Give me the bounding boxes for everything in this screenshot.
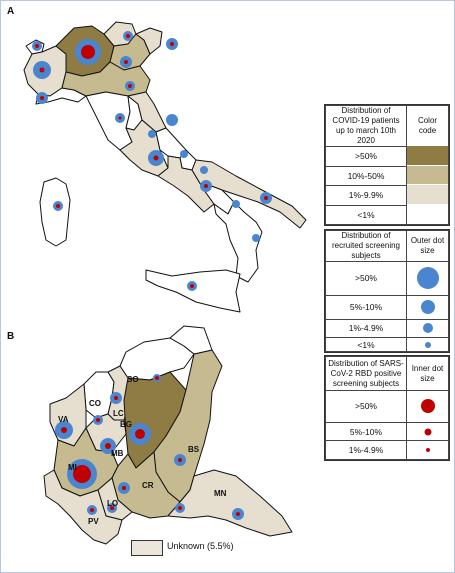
outer-dot-l <box>420 300 435 315</box>
outer-dot-m <box>422 323 433 334</box>
inner-dot <box>190 284 194 288</box>
province-label: MB <box>111 449 124 458</box>
legend-row-label: 5%-10% <box>325 294 407 320</box>
legend-outer-title: Distribution of recruited screening subj… <box>325 230 407 262</box>
inner-dot <box>40 96 44 100</box>
swatch-under1 <box>407 204 448 223</box>
inner-dot <box>170 42 174 46</box>
outer-dot <box>166 114 178 126</box>
inner-dot <box>204 184 208 188</box>
legend-row-label: >50% <box>325 146 407 167</box>
inner-dot <box>126 34 130 38</box>
inner-dot <box>178 506 182 510</box>
inner-dot <box>90 508 94 512</box>
inner-dot <box>96 418 100 422</box>
legend-row-label: 1%-4.9% <box>325 440 407 460</box>
inner-dot-s <box>425 448 430 453</box>
legend-patients-col-header: Color code <box>406 105 449 147</box>
province-label: CR <box>142 481 154 490</box>
inner-dot <box>56 204 60 208</box>
unknown-legend: Unknown (5.5%) <box>131 539 241 556</box>
legend-row-label: <1% <box>325 204 407 225</box>
province-label: LC <box>113 409 124 418</box>
legend-outer-dots: Distribution of recruited screening subj… <box>324 229 450 353</box>
inner-dot <box>264 196 268 200</box>
province-label: SO <box>127 375 139 384</box>
province-label: BG <box>120 420 132 429</box>
legend-row-label: 1%-4.9% <box>325 318 407 339</box>
outer-dot-xl <box>416 267 439 290</box>
italy-dots <box>32 31 272 291</box>
inner-dot <box>124 60 128 64</box>
outer-dot <box>232 200 240 208</box>
legend-row-label: 1%-9.9% <box>325 185 407 206</box>
region-sicilia <box>145 269 241 313</box>
region-sardegna <box>39 177 71 247</box>
inner-dot <box>178 458 182 462</box>
legend-row-label: 10%-50% <box>325 165 407 186</box>
province-label: MI <box>68 463 77 472</box>
inner-dot <box>114 396 118 400</box>
panel-a-label: A <box>7 6 15 17</box>
inner-dot-m <box>424 428 431 436</box>
inner-dot <box>122 486 126 490</box>
province-label: PV <box>88 517 99 526</box>
legend-patients-title: Distribution of COVID-19 patients up to … <box>325 105 407 147</box>
outer-dot <box>148 130 156 138</box>
lombardy-dots <box>55 374 244 520</box>
province-label: MN <box>214 489 227 498</box>
legend-outer-col-header: Outer dot size <box>406 230 449 262</box>
outer-dot <box>180 150 188 158</box>
swatch-10-50 <box>407 165 448 184</box>
inner-dot <box>110 506 114 510</box>
inner-dot <box>118 116 122 120</box>
legend-row-label: >50% <box>325 261 407 296</box>
legend-row-label: <1% <box>325 337 407 352</box>
unknown-swatch <box>131 540 163 556</box>
inner-dot <box>128 84 132 88</box>
panel-b-label: B <box>7 331 15 342</box>
outer-dot <box>200 166 208 174</box>
inner-dot <box>73 465 91 483</box>
province-label: VA <box>58 415 69 424</box>
inner-dot <box>153 155 159 161</box>
inner-dot <box>155 376 159 380</box>
unknown-label: Unknown (5.5%) <box>167 541 234 551</box>
inner-dot <box>236 512 240 516</box>
province-fringe <box>169 325 213 355</box>
legend-row-label: >50% <box>325 390 407 423</box>
region-toscana <box>85 91 133 151</box>
legend-inner-title: Distribution of SARS-CoV-2 RBD positive … <box>325 356 407 391</box>
outer-dot <box>252 234 260 242</box>
inner-dot <box>135 429 145 439</box>
swatch-over50 <box>407 146 448 165</box>
inner-dot <box>61 427 67 433</box>
inner-dot <box>81 45 95 59</box>
province-mn <box>167 469 293 537</box>
legend-inner-col-header: Inner dot size <box>406 356 449 391</box>
inner-dot <box>105 443 111 449</box>
inner-dot <box>39 67 45 73</box>
province-label: CO <box>89 399 101 408</box>
swatch-1-9 <box>407 185 448 204</box>
province-pv <box>43 469 123 545</box>
region-friuli <box>135 27 163 55</box>
legend-row-label: 5%-10% <box>325 421 407 442</box>
province-label: BS <box>188 445 200 454</box>
legend-inner-dots: Distribution of SARS-CoV-2 RBD positive … <box>324 355 450 461</box>
outer-dot-s <box>424 341 431 348</box>
province-label: LO <box>107 499 118 508</box>
inner-dot <box>35 44 39 48</box>
inner-dot-l <box>420 399 435 414</box>
legend-patients: Distribution of COVID-19 patients up to … <box>324 104 450 226</box>
